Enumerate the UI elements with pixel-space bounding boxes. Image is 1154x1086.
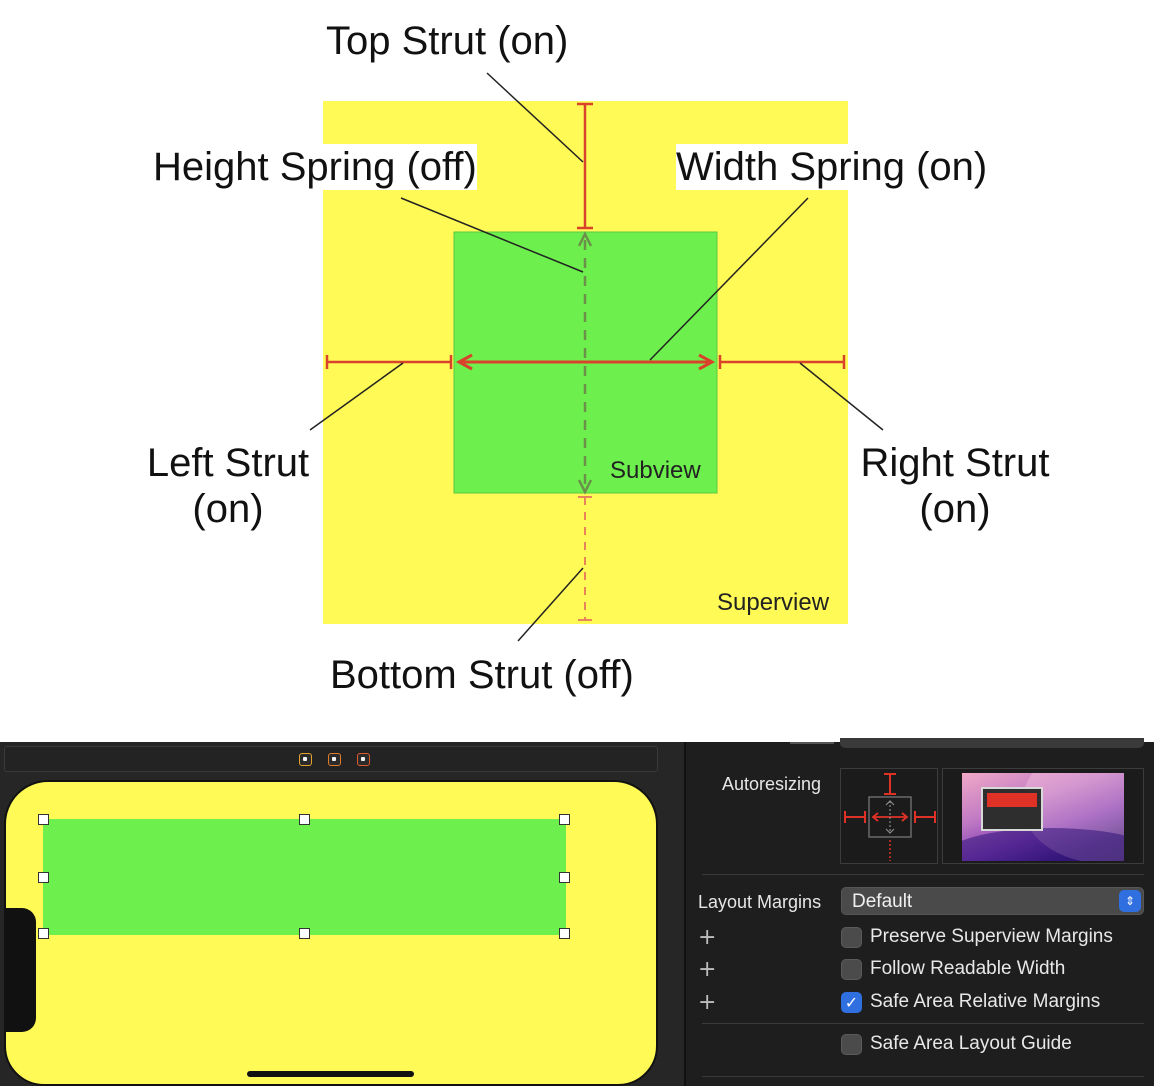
diagram-graphics: [309, 72, 884, 642]
resize-handle-middle-right[interactable]: [559, 872, 570, 883]
width-spring-label: Width Spring (on): [676, 144, 988, 190]
resize-handle-bottom-right[interactable]: [559, 928, 570, 939]
left-strut-label-line2: (on): [192, 487, 264, 531]
layout-margins-label: Layout Margins: [698, 892, 822, 912]
superview-label: Superview: [717, 589, 830, 616]
leader-lines: [309, 72, 884, 642]
follow-readable-width-checkbox[interactable]: [841, 959, 862, 980]
subview-label: Subview: [610, 457, 701, 484]
divider: [702, 874, 1144, 875]
chevron-updown-icon[interactable]: ⇕: [1119, 890, 1141, 912]
mask-top-strut: [884, 773, 896, 795]
scene-dock: [4, 746, 658, 772]
safe-area-relative-margins-label: Safe Area Relative Margins: [870, 991, 1101, 1012]
resize-handle-middle-left[interactable]: [38, 872, 49, 883]
resize-handle-bottom-center[interactable]: [299, 928, 310, 939]
mask-right-strut: [914, 811, 936, 823]
plus-icon[interactable]: +: [698, 925, 717, 950]
preview-subview-bar: [987, 793, 1037, 807]
bottom-strut: [578, 496, 592, 621]
autoresizing-label: Autoresizing: [722, 774, 822, 794]
follow-readable-width-label: Follow Readable Width: [870, 958, 1066, 979]
size-inspector: Autoresizing: [684, 738, 1154, 1086]
height-spring-label: Height Spring (off): [153, 144, 477, 190]
resize-handle-top-right[interactable]: [559, 814, 570, 825]
view-controller-icon[interactable]: [299, 753, 312, 766]
selected-subview[interactable]: [43, 819, 566, 935]
plus-icon[interactable]: +: [698, 990, 717, 1015]
exit-icon[interactable]: [357, 753, 370, 766]
autoresizing-preview: [942, 768, 1144, 864]
preview-window: [981, 787, 1043, 831]
top-strut: [577, 102, 593, 230]
safe-area-layout-guide-label: Safe Area Layout Guide: [870, 1033, 1072, 1054]
xcode-interface-builder: Autoresizing: [0, 738, 1154, 1086]
right-strut-label-line1: Right Strut: [860, 441, 1050, 485]
top-strut-label: Top Strut (on): [326, 18, 569, 64]
preserve-superview-margins-checkbox[interactable]: [841, 927, 862, 948]
height-spring: [577, 231, 593, 495]
inspector-top-divider: [790, 742, 834, 744]
width-spring: [455, 353, 716, 371]
right-strut-label-line2: (on): [919, 487, 991, 531]
layout-margins-select[interactable]: Default ⇕: [841, 887, 1144, 915]
bottom-strut-label: Bottom Strut (off): [330, 652, 634, 698]
resize-handle-top-left[interactable]: [38, 814, 49, 825]
left-strut-label: Left Strut (on): [138, 440, 318, 532]
left-strut-label-line1: Left Strut: [146, 441, 310, 485]
device-notch: [6, 908, 36, 1032]
autoresizing-mask-control[interactable]: [840, 768, 938, 864]
divider: [702, 1023, 1144, 1024]
right-strut: [718, 355, 846, 369]
inspector-top-popup-edge[interactable]: [840, 738, 1144, 748]
layout-margins-value: Default: [852, 891, 913, 912]
safe-area-layout-guide-checkbox[interactable]: [841, 1034, 862, 1055]
plus-icon[interactable]: +: [698, 957, 717, 982]
divider: [702, 1076, 1144, 1077]
mask-left-strut: [844, 811, 866, 823]
autoresizing-mask-graphics: [844, 773, 936, 861]
first-responder-icon[interactable]: [328, 753, 341, 766]
autoresizing-diagram: Top Strut (on) Height Spring (off) Width…: [138, 18, 1060, 698]
resize-handle-bottom-left[interactable]: [38, 928, 49, 939]
home-indicator: [247, 1071, 414, 1077]
preserve-superview-margins-label: Preserve Superview Margins: [870, 926, 1113, 947]
resize-handle-top-center[interactable]: [299, 814, 310, 825]
safe-area-relative-margins-checkbox[interactable]: ✓: [841, 992, 862, 1013]
left-strut: [325, 355, 453, 369]
right-strut-label: Right Strut (on): [850, 440, 1060, 532]
